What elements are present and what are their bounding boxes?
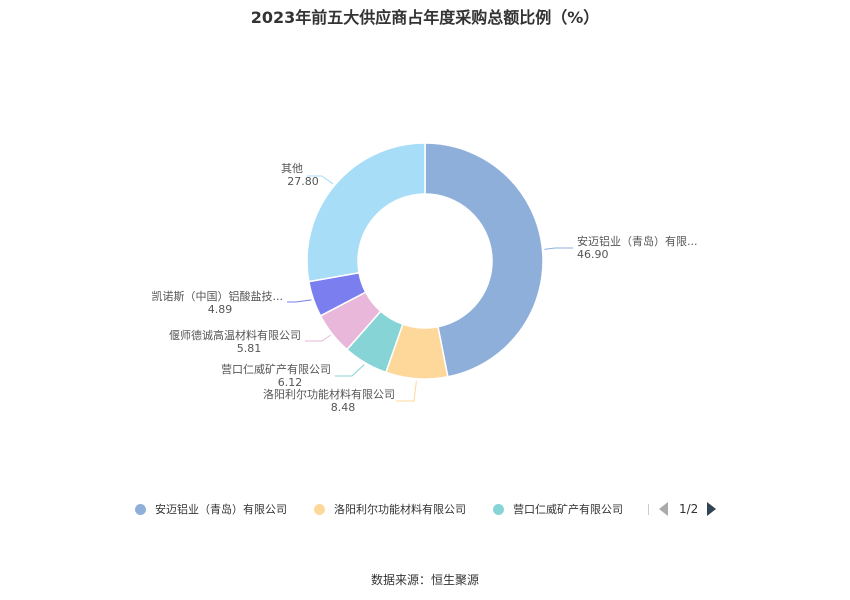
slice-label: 其他	[281, 162, 303, 175]
label-leader-line	[396, 380, 417, 402]
slice-value-label: 27.80	[287, 175, 319, 188]
legend-dot	[493, 503, 504, 515]
slice-label: 营口仁威矿产有限公司	[221, 362, 331, 376]
legend-label: 营口仁威矿产有限公司	[513, 503, 623, 516]
slice-value-label: 5.81	[237, 342, 262, 355]
legend-dot	[314, 503, 325, 515]
legend-dot	[135, 503, 146, 515]
slice-value-label: 46.90	[577, 248, 609, 261]
label-leader-line	[307, 175, 334, 185]
slice-value-label: 4.89	[208, 303, 233, 316]
pie-slice[interactable]	[306, 142, 426, 283]
prev-page-icon[interactable]	[659, 502, 668, 516]
legend-label: 洛阳利尔功能材料有限公司	[334, 503, 466, 516]
label-leader-line	[305, 334, 331, 342]
legend-item-1[interactable]: 洛阳利尔功能材料有限公司	[314, 500, 466, 518]
slice-label: 凯诺斯（中国）铝酸盐技...	[152, 289, 284, 303]
label-leader-line	[544, 247, 573, 250]
legend-page-indicator: 1/2	[679, 502, 699, 516]
next-page-icon[interactable]	[707, 502, 717, 516]
label-leader-line	[287, 299, 312, 303]
legend: 安迈铝业（青岛）有限公司 洛阳利尔功能材料有限公司 营口仁威矿产有限公司 1/2	[0, 500, 850, 520]
slice-value-label: 6.12	[278, 376, 303, 389]
label-leader-line	[335, 364, 365, 377]
slice-value-label: 8.48	[331, 401, 356, 414]
legend-overflow-marker	[648, 504, 653, 515]
legend-pager: 1/2	[659, 500, 717, 518]
slice-label: 洛阳利尔功能材料有限公司	[263, 387, 395, 401]
legend-item-2[interactable]: 营口仁威矿产有限公司	[493, 500, 623, 518]
slice-label: 偃师德诚高温材料有限公司	[169, 328, 301, 342]
legend-label: 安迈铝业（青岛）有限公司	[155, 503, 287, 516]
legend-item-0[interactable]: 安迈铝业（青岛）有限公司	[135, 500, 287, 518]
slice-label: 安迈铝业（青岛）有限...	[577, 234, 698, 248]
pie-slice[interactable]	[424, 142, 544, 378]
chart-title: 2023年前五大供应商占年度采购总额比例（%）	[250, 8, 600, 27]
data-source: 数据来源：恒生聚源	[370, 573, 479, 587]
